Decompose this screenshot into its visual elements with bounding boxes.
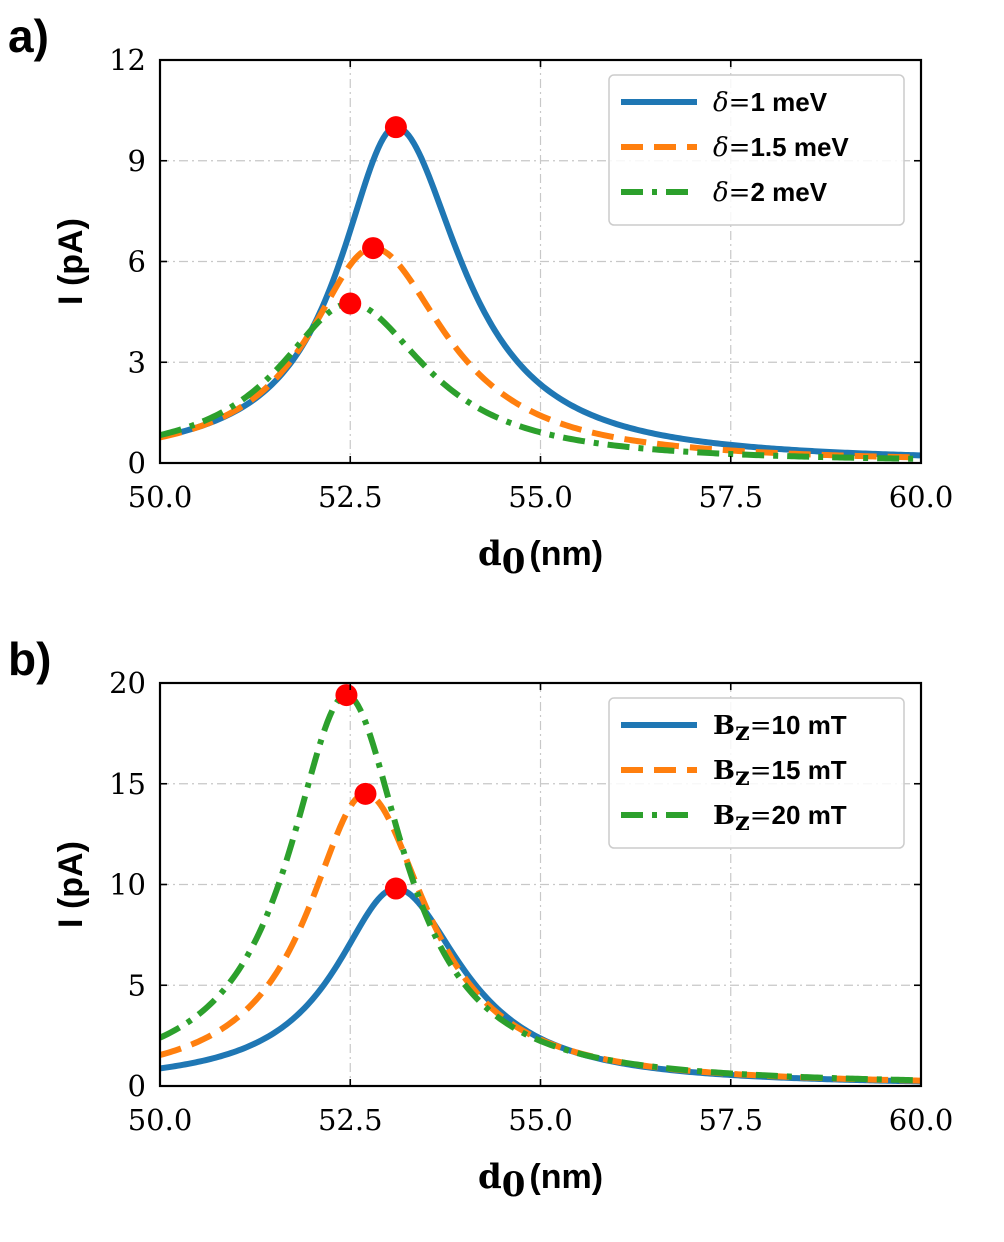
x-tick-label: 55.0 (508, 1103, 573, 1137)
x-tick-label: 52.5 (318, 1103, 383, 1137)
peak-marker-1 (384, 116, 407, 139)
x-axis-label: d0 (nm) (478, 1157, 603, 1205)
legend-entry-1: Bz=10 mT (713, 710, 847, 747)
legend-entry-2: Bz=15 mT (713, 755, 847, 792)
y-tick-label: 5 (128, 968, 146, 1002)
y-axis-label: I (pA) (52, 218, 90, 305)
y-axis-label: I (pA) (52, 841, 90, 928)
peak-marker-2 (362, 237, 385, 260)
y-tick-label: 10 (109, 868, 146, 902)
legend-entry-3: δ=2 meV (713, 177, 828, 208)
legend-entry-2: δ=1.5 meV (713, 132, 849, 163)
x-tick-label: 60.0 (889, 480, 954, 514)
y-tick-label: 0 (128, 1069, 146, 1103)
y-tick-label: 12 (109, 43, 146, 77)
x-tick-label: 60.0 (889, 1103, 954, 1137)
peak-marker-3 (339, 292, 362, 315)
x-tick-label: 55.0 (508, 480, 573, 514)
legend: δ=1 meV δ=1.5 meV δ=2 meV (608, 74, 905, 226)
y-tick-label: 6 (128, 245, 146, 279)
panel-label: a) (8, 10, 49, 62)
x-tick-label: 57.5 (698, 1103, 763, 1137)
y-tick-label: 20 (109, 666, 146, 700)
peak-marker-2 (354, 782, 377, 805)
legend-box (608, 697, 905, 849)
legend: Bz=10 mT Bz=15 mT Bz=20 mT (608, 697, 905, 849)
series-line-3 (160, 300, 921, 462)
x-axis-label: d0 (nm) (478, 534, 603, 582)
panel-label: b) (8, 633, 51, 685)
y-tick-label: 15 (109, 767, 146, 801)
y-tick-label: 9 (128, 144, 146, 178)
x-tick-label: 57.5 (698, 480, 763, 514)
x-tick-label: 50.0 (128, 1103, 193, 1137)
series-line-3 (160, 692, 921, 1084)
y-tick-label: 0 (128, 446, 146, 480)
legend-box (608, 74, 905, 226)
legend-entry-1: δ=1 meV (713, 87, 828, 118)
x-tick-label: 50.0 (128, 480, 193, 514)
peak-marker-3 (335, 684, 358, 707)
legend-entry-3: Bz=20 mT (713, 800, 847, 837)
x-tick-label: 52.5 (318, 480, 383, 514)
chart-panel-a: a) 50.0 52.5 55.0 57.5 60.0 0 3 6 9 12 d0 (nm) I (pA… (8, 10, 953, 582)
peak-marker-1 (384, 877, 407, 900)
y-tick-label: 3 (128, 345, 146, 379)
chart-panel-b: b) 50.0 52.5 55.0 57.5 60.0 0 5 10 15 20 d0 (nm) I (… (8, 633, 953, 1205)
